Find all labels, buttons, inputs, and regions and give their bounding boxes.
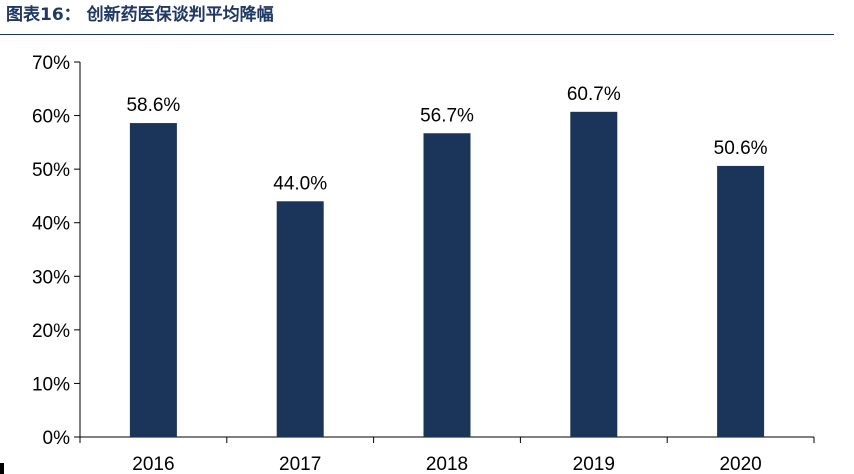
data-label-2019: 60.7% [567,84,621,105]
bar-2017 [276,201,324,437]
y-axis: 0% 10% 20% 30% 40% 50% 60% 70% [32,53,81,449]
bar-2019 [570,111,618,438]
x-tick-label-2019: 2019 [573,454,615,474]
x-tick-label-2020: 2020 [719,454,761,474]
y-tick-label: 20% [32,321,70,342]
data-label-2016: 58.6% [126,95,180,116]
footnote-marker [0,463,4,474]
x-tick-label-2016: 2016 [132,454,174,474]
y-tick-label: 30% [32,267,70,288]
y-tick-label: 50% [32,160,70,181]
data-label-2018: 56.7% [420,105,474,126]
bar-2020 [717,165,765,437]
bar-series [129,111,765,438]
data-label-2020: 50.6% [714,138,768,159]
chart-title: 图表16： 创新药医保谈判平均降幅 [6,5,274,25]
x-tick-label-2017: 2017 [279,454,321,474]
y-tick-label: 10% [32,374,70,395]
y-tick-label: 60% [32,107,70,128]
x-tick-label-2018: 2018 [426,454,468,474]
bar-2016 [129,123,177,438]
title-divider [0,34,834,35]
y-tick-label: 0% [43,428,71,449]
data-labels: 58.6% 44.0% 56.7% 60.7% 50.6% [126,84,767,194]
data-label-2017: 44.0% [273,173,327,194]
y-tick-label: 40% [32,214,70,235]
bar-2018 [423,133,471,437]
y-tick-label: 70% [32,53,70,74]
x-axis: 2016 2017 2018 2019 2020 [79,436,815,474]
